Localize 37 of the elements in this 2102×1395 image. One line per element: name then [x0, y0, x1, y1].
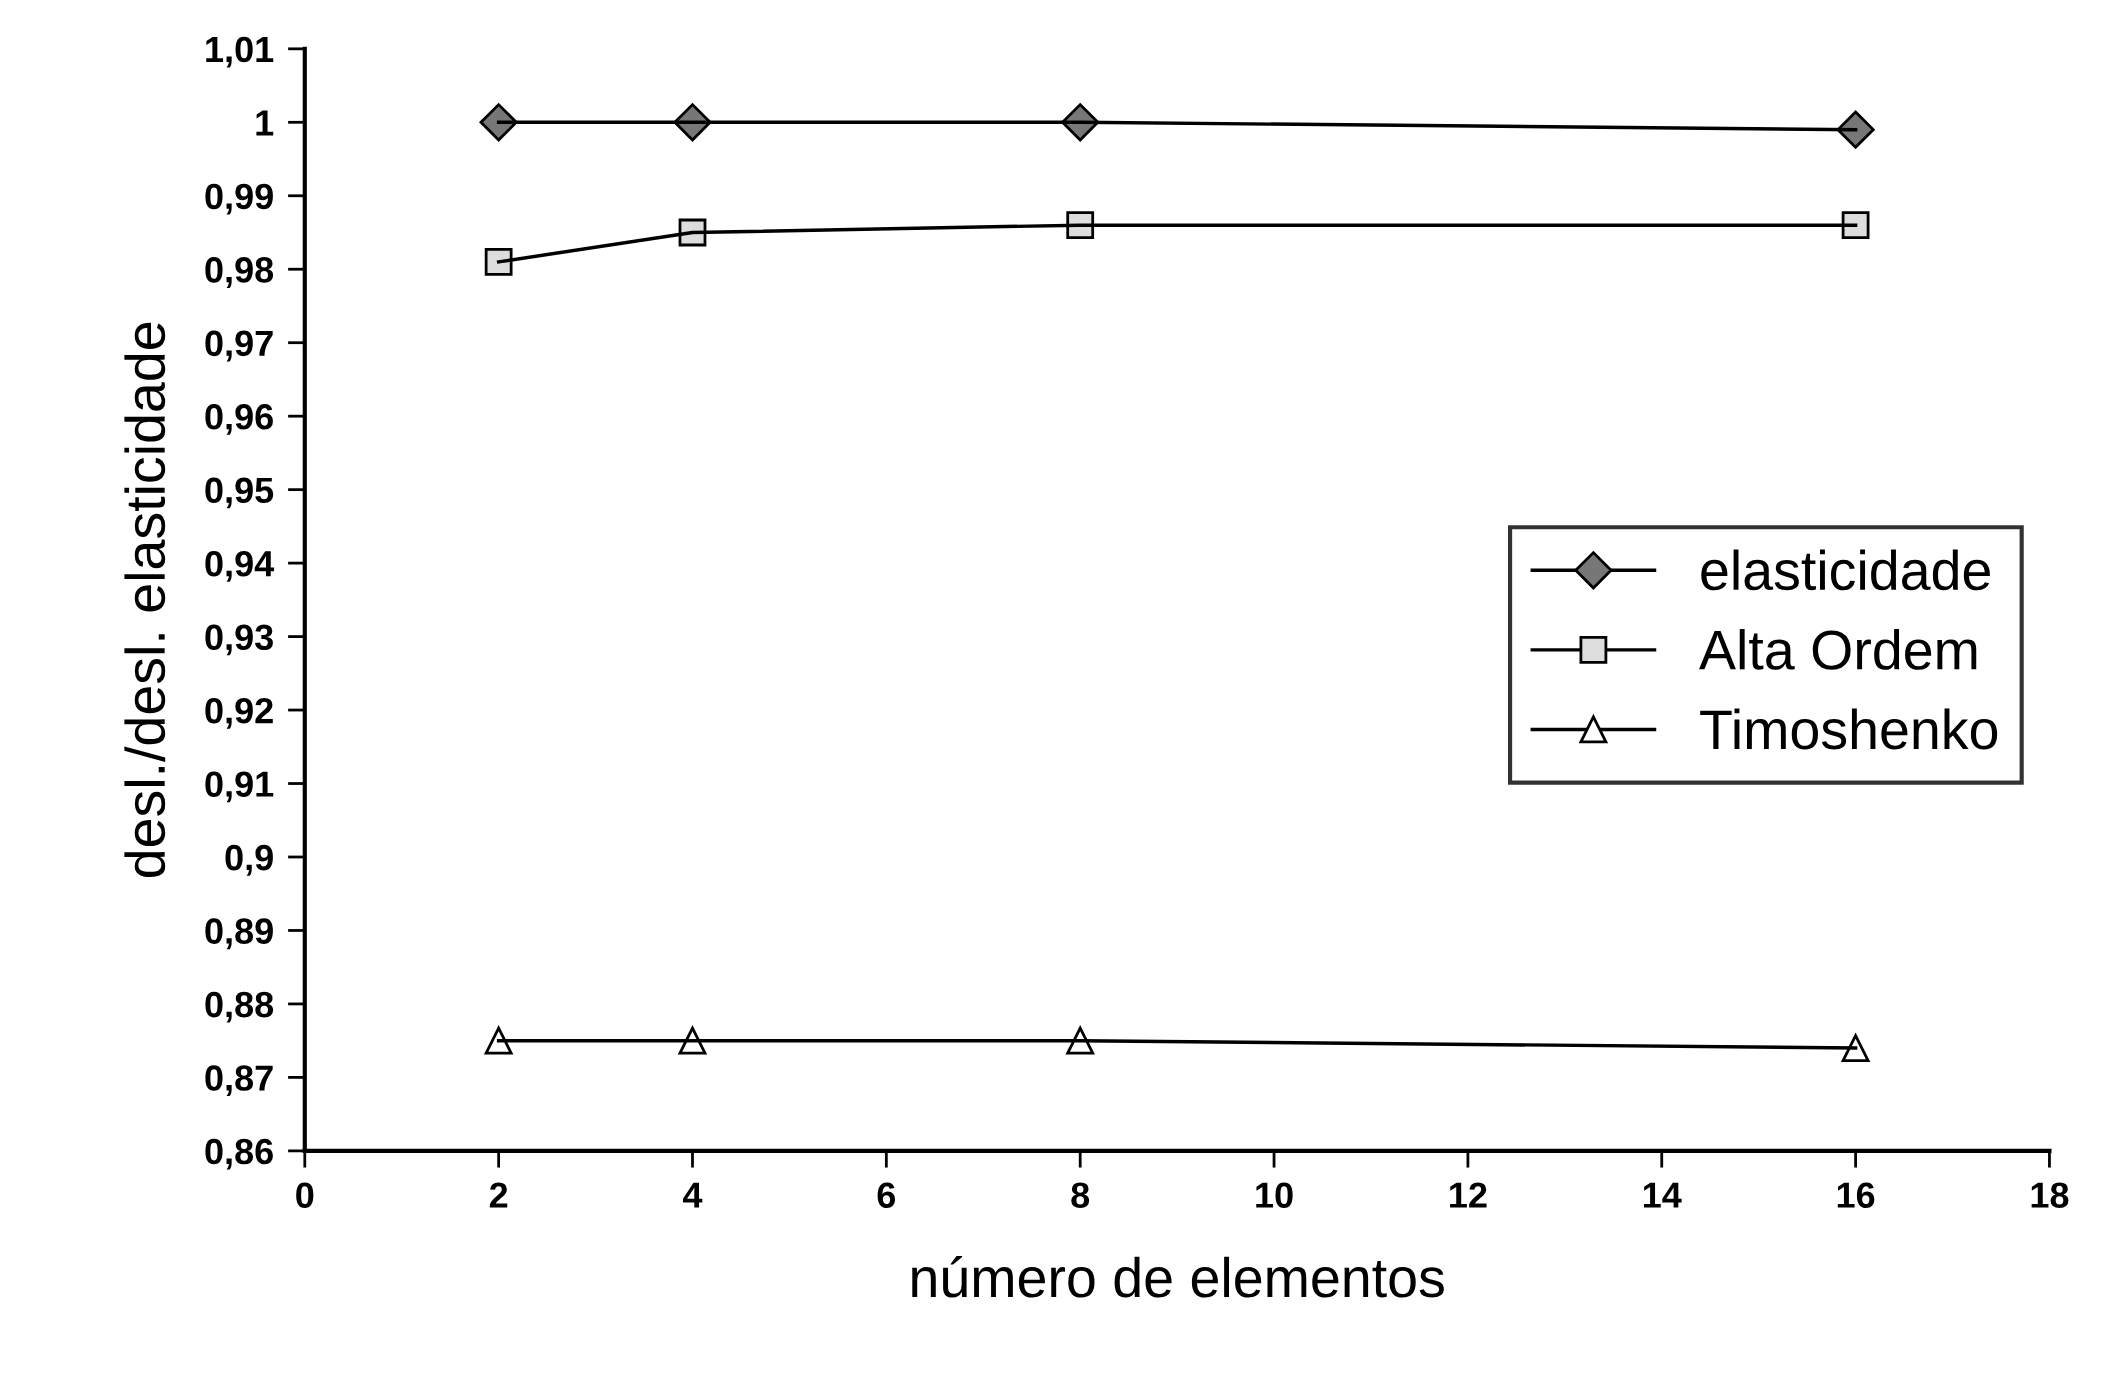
y-tick-label: 0,94: [205, 550, 275, 582]
x-tick-label: 0: [296, 1182, 314, 1208]
y-tick-label: 0,9: [225, 844, 273, 876]
y-tick-label: 0,86: [205, 1138, 273, 1170]
point: [1836, 110, 1875, 149]
x-axis-title: número de elementos: [912, 1256, 1444, 1298]
y-tick-label: 0,95: [205, 477, 274, 509]
point: [484, 1026, 513, 1055]
x-tick-label: 16: [1837, 1182, 1875, 1208]
point: [479, 103, 518, 142]
y-tick-label: 0,88: [205, 991, 274, 1023]
point: [1841, 1034, 1870, 1062]
point: [1841, 211, 1870, 240]
y-tick-label: 0,89: [205, 918, 273, 950]
legend-label: elasticidade: [1701, 549, 1990, 591]
legend-label: Timoshenko: [1700, 708, 1998, 750]
x-tick-label: 2: [489, 1182, 508, 1208]
point: [484, 248, 513, 276]
y-tick-label: 0,92: [205, 697, 273, 729]
y-tick-label: 1,01: [206, 36, 274, 68]
x-tick-label: 14: [1643, 1182, 1682, 1208]
legend-label: Alta Ordem: [1699, 629, 1977, 670]
x-tick-label: 18: [2031, 1182, 2069, 1208]
y-tick-label: 0,97: [205, 330, 273, 362]
y-tick-label: 0,91: [205, 771, 274, 803]
y-tick-label: 0,87: [205, 1065, 273, 1097]
x-tick-label: 6: [877, 1182, 896, 1208]
y-tick-label: 1: [256, 110, 274, 136]
y-tick-label: 0,96: [205, 404, 273, 435]
y-axis-title: desl./desl. elasticidade: [124, 322, 166, 877]
y-tick-label: 0,98: [205, 257, 274, 288]
x-tick-label: 8: [1071, 1182, 1090, 1208]
x-tick-label: 10: [1256, 1182, 1293, 1208]
x-tick-label: 12: [1450, 1182, 1487, 1208]
y-tick-label: 0,93: [205, 624, 273, 656]
y-tick-label: 0,99: [205, 183, 273, 215]
x-tick-label: 4: [683, 1182, 703, 1208]
